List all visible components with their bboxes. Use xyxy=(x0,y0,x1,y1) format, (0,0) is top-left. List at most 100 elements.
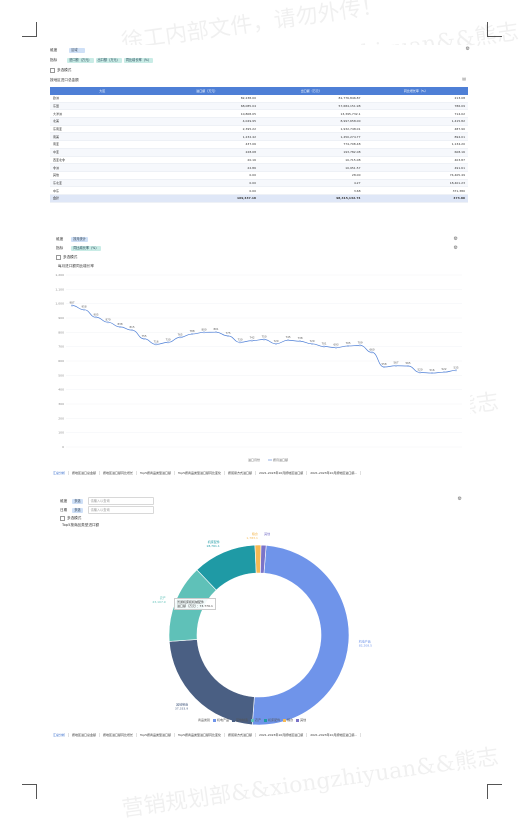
data-point xyxy=(155,343,157,346)
sheet-tab[interactable]: 按地区进口额同比增长 xyxy=(100,732,138,737)
table-cell: 894.01 xyxy=(363,132,468,142)
data-point xyxy=(443,371,445,374)
donut-chart: 机电产品82,208.5其他制造37,333.9农产23,107.9机床配件18… xyxy=(152,531,372,726)
data-label: 720 xyxy=(274,339,279,343)
sheet-tab[interactable]: 按地区进口额同比增长 xyxy=(100,470,138,475)
sheet-tab[interactable]: Top5按商品类型进口额同比变化 xyxy=(175,732,226,737)
dimension-chip[interactable]: 多选 xyxy=(72,498,83,504)
data-label: 750 xyxy=(262,335,267,339)
sheet-tab[interactable]: 2021-2023年10月按地区进口额 xyxy=(256,470,308,475)
sheet-tab[interactable]: 2021-2023年10月按地区进口额 xyxy=(256,732,308,737)
sheet-tabs: 汇总分析 按地区进口总金额 按地区进口额同比增长 Top5按商品类型进口额 Top5按商… xyxy=(50,731,362,738)
multi-select-checkbox[interactable] xyxy=(56,255,61,260)
sheet-tab[interactable]: 按贸易方式进口额 xyxy=(225,732,257,737)
table-row[interactable]: 南亚 437.06 774,708.48 1,134.20 xyxy=(50,140,468,149)
sheet-tab[interactable]: 按地区进口总金额 xyxy=(69,470,101,475)
settings-icon[interactable]: ⚙ xyxy=(453,236,458,242)
column-header[interactable]: 出口额（万元） xyxy=(259,87,364,95)
column-header[interactable]: 大区 xyxy=(50,87,155,95)
chart-title: Top5按商品类型进口额 xyxy=(62,523,100,527)
pie-slice xyxy=(254,544,262,574)
refresh-icon[interactable]: ⚙ xyxy=(453,245,458,251)
dimension-chip[interactable]: 区域 xyxy=(69,48,86,53)
table-row[interactable]: 东南亚 2,395.22 1,932,748.01 487.90 xyxy=(50,125,468,134)
table-cell: 98,415,132.74 xyxy=(259,194,364,203)
sheet-tab[interactable]: Top5按商品类型进口额同比变化 xyxy=(175,470,226,475)
multi-select-checkbox[interactable] xyxy=(60,516,65,521)
table-row[interactable]: 大洋洲 10,808.05 13,395,732.1 714.02 xyxy=(50,109,468,119)
table-cell: 82,238.00 xyxy=(154,95,259,103)
total-row[interactable]: 合计 169,437.18 98,415,132.74 473.80 xyxy=(50,194,468,203)
table-cell: 403.87 xyxy=(363,156,468,165)
sheet-tab[interactable]: Top5按商品类型进口额 xyxy=(137,732,176,737)
table-row[interactable]: 中东 0.00 3.68 371,380 xyxy=(50,186,468,195)
metric-tag[interactable]: 进口额（万元） xyxy=(67,58,94,63)
crop-mark-bottom-left xyxy=(22,784,37,799)
table-row[interactable]: 北美 4,049.95 8,997,658.00 1,415.82 xyxy=(50,117,468,126)
sheet-tab[interactable]: 汇总分析 xyxy=(50,470,70,475)
column-header[interactable]: 同比增长率（%） xyxy=(363,87,468,95)
legend-item[interactable]: 农产 xyxy=(251,718,261,722)
data-label: 775 xyxy=(226,331,231,335)
sheet-tab[interactable]: 按地区进口总金额 xyxy=(69,732,101,737)
table-cell: 1,450,274.77 xyxy=(259,132,364,142)
legend-item[interactable]: 机床配件 xyxy=(264,718,280,722)
data-label: 730 xyxy=(166,337,171,341)
table-row[interactable]: 其他 0.00 28.00 74,405.49 xyxy=(50,171,468,180)
date-select[interactable]: 请输入以查询 xyxy=(87,506,154,514)
table-cell: 中东 xyxy=(50,186,155,195)
date-chip[interactable]: 多选 xyxy=(72,507,83,513)
table-cell: 81,776,846.87 xyxy=(259,95,364,103)
legend-item[interactable]: 其他 xyxy=(296,718,306,722)
data-label: 730 xyxy=(238,337,243,341)
metric-tag[interactable]: 出口额（万元） xyxy=(95,58,122,63)
table-cell: 合计 xyxy=(50,194,155,203)
legend-item[interactable]: 其他制造 xyxy=(232,718,248,722)
checkbox-label: 多选模式 xyxy=(67,516,82,520)
table-cell: 10,951.57 xyxy=(259,163,364,172)
metric-tag[interactable]: 同比增长率（%） xyxy=(71,246,101,251)
table-title: 按地区进口总金额 xyxy=(50,78,79,82)
data-point xyxy=(215,331,217,334)
table-row[interactable]: 西亚北非 20.16 10,715.08 403.87 xyxy=(50,156,468,165)
sheet-tab[interactable]: Top5按商品类型进口额 xyxy=(137,470,176,475)
data-label: 660 xyxy=(370,347,375,351)
settings-icon[interactable]: ⚙ xyxy=(465,46,470,52)
multi-select-checkbox[interactable] xyxy=(50,68,55,73)
slice-label: 机床配件 xyxy=(208,539,220,544)
dimension-chip[interactable]: 按月统计 xyxy=(71,237,88,242)
export-icon[interactable]: ▤ xyxy=(462,76,466,81)
slice-label: 其他制造 xyxy=(176,702,188,707)
data-label: 520 xyxy=(418,367,423,371)
table-row[interactable]: 中亚 228.08 193,782.08 608.16 xyxy=(50,148,468,157)
data-label: 693 xyxy=(334,343,339,347)
table-row[interactable]: 南美 1,232.42 1,450,274.77 894.01 xyxy=(50,132,468,142)
data-label: 720 xyxy=(310,339,315,343)
data-point xyxy=(299,340,301,343)
slice-label: 粮食 xyxy=(252,531,258,536)
table-row[interactable]: 欧洲 82,238.00 81,776,846.87 213.08 xyxy=(50,95,468,103)
crop-mark-top-right xyxy=(487,22,502,37)
settings-icon[interactable]: ⚙ xyxy=(457,496,462,502)
legend-item[interactable]: 粮食 xyxy=(283,718,293,722)
table-row[interactable]: 东北亚 0.00 4.27 18,401.23 xyxy=(50,179,468,188)
table-cell: 74,405.49 xyxy=(363,171,468,180)
table-row[interactable]: 非洲 22.86 10,951.57 491.61 xyxy=(50,163,468,172)
filter-label: 日期 xyxy=(60,507,68,512)
dimension-select[interactable]: 请输入以查询 xyxy=(87,497,154,505)
sheet-tab[interactable]: 按贸易方式进口额 xyxy=(225,470,257,475)
table-cell: 1,232.42 xyxy=(154,132,259,142)
data-label: 709 xyxy=(358,340,363,344)
table-row[interactable]: 东盟 68,085.04 57,684,151.98 786.09 xyxy=(50,102,468,111)
column-header[interactable]: 进口额（万元） xyxy=(154,87,259,95)
sheet-tab[interactable]: 2021-2023年10月按地区进口额... xyxy=(307,732,362,737)
legend-item[interactable]: 机电产品 xyxy=(213,718,229,722)
table-cell: 中亚 xyxy=(50,148,155,157)
sheet-tab[interactable]: 2021-2023年10月按地区进口额... xyxy=(307,470,362,475)
data-label: 755 xyxy=(142,334,147,338)
legend-label: 农产 xyxy=(255,718,262,722)
data-point xyxy=(251,339,253,342)
sheet-tab[interactable]: 汇总分析 xyxy=(50,732,70,737)
table-cell: 南亚 xyxy=(50,140,155,149)
metric-tag[interactable]: 同比增长率（%） xyxy=(123,58,154,63)
